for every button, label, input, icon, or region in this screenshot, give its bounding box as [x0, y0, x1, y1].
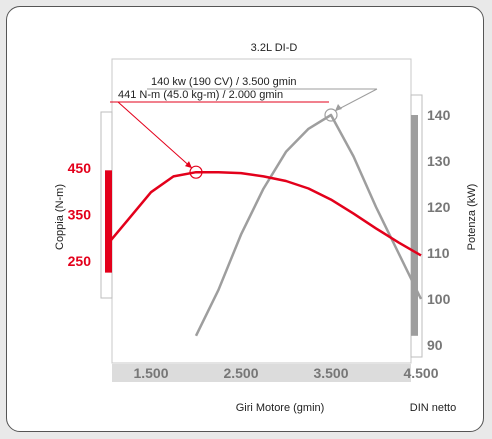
chart-title: 3.2L DI-D [251, 42, 298, 54]
series-lines [105, 113, 423, 337]
x-axis-label: Giri Motore (gmin) [236, 402, 325, 414]
power-callout-leader [334, 88, 378, 112]
right-axis-range-bar [411, 115, 418, 336]
power-curve [194, 113, 423, 337]
power-callout-label: 140 kw (190 CV) / 3.500 gmin [151, 76, 297, 88]
y-left-tick-label: 350 [68, 207, 92, 223]
y-right-tick-label: 90 [427, 337, 443, 353]
torque-callout-arrowhead [185, 161, 192, 169]
torque-callout-label: 441 N-m (45.0 kg-m) / 2.000 gmin [118, 89, 283, 101]
y-right-axis-label: Potenza (kW) [466, 184, 478, 251]
axis-range-bars [100, 94, 423, 358]
y-right-tick-label: 100 [427, 291, 451, 307]
y-right-tick-label: 110 [427, 245, 450, 261]
x-tick-label: 4.500 [403, 365, 438, 381]
torque-callout-leader [117, 101, 193, 169]
y-left-axis-label: Coppia (N-m) [54, 184, 66, 250]
plot-area-border [111, 58, 412, 364]
chart-card: 441 N-m (45.0 kg-m) / 2.000 gmin 140 kw (… [6, 6, 484, 432]
y-right-tick-label: 140 [427, 107, 451, 123]
y-right-tick-label: 120 [427, 199, 451, 215]
chart-labels: 3.2L DI-D Giri Motore (gmin) DIN netto C… [54, 42, 478, 414]
power-peak-marker [324, 108, 338, 122]
power-callout-arrowhead [335, 104, 342, 111]
y-left-tick-label: 450 [68, 160, 92, 176]
torque-curve [105, 170, 422, 257]
y-right-tick-label: 130 [427, 153, 451, 169]
x-axis-band [112, 364, 411, 382]
y-left-tick-label: 250 [68, 253, 92, 269]
torque-peak-marker [189, 165, 203, 179]
x-tick-label: 3.500 [313, 365, 348, 381]
left-axis-range-bar [105, 170, 112, 273]
x-tick-label: 2.500 [223, 365, 258, 381]
x-axis-right-label: DIN netto [410, 402, 456, 414]
x-tick-label: 1.500 [133, 365, 168, 381]
